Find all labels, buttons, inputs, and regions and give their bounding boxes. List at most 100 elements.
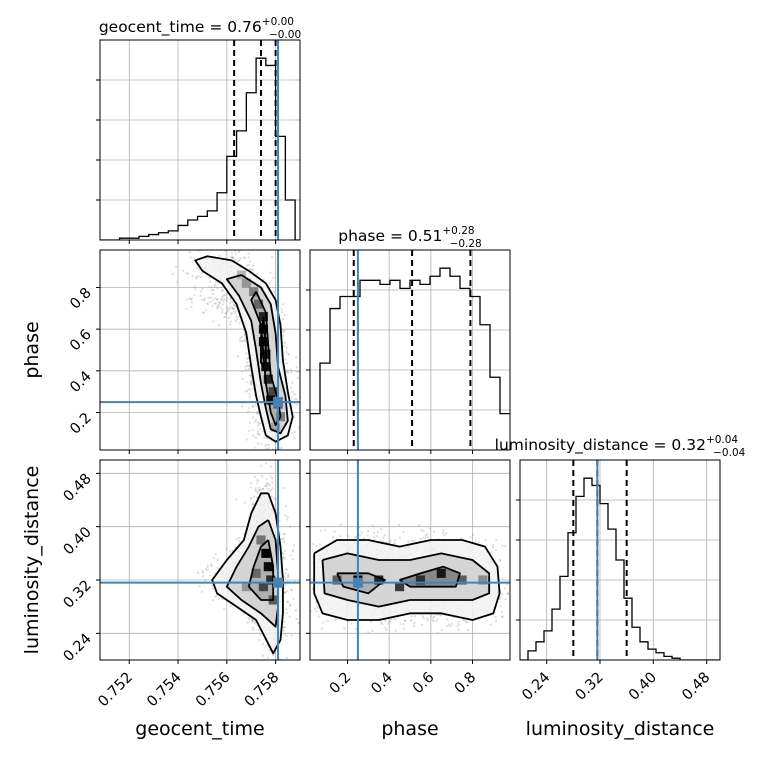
scatter-point [466,628,470,632]
scatter-point [251,268,255,271]
scatter-point [291,549,294,552]
truth-marker [273,577,284,588]
scatter-point [380,621,383,625]
scatter-point [204,568,208,571]
scatter-point [211,304,214,307]
scatter-point [248,421,251,424]
scatter-point [211,299,214,302]
scatter-point [231,256,235,259]
scatter-point [322,621,325,624]
scatter-point [339,535,342,538]
scatter-point [300,569,302,571]
scatter-point [385,628,388,632]
scatter-point [230,251,234,255]
scatter-point [264,484,267,488]
title-geocent-time: geocent_time = 0.76+0.00 −0.00 [99,16,301,41]
scatter-point [402,530,405,534]
scatter-point [251,429,254,432]
scatter-point [285,518,289,521]
scatter-point [283,632,286,636]
scatter-point [261,475,264,478]
scatter-point [458,623,461,626]
scatter-point [305,411,307,413]
scatter-point [289,368,292,371]
scatter-point [253,446,256,449]
scatter-point [261,487,265,490]
scatter-point [271,481,274,484]
scatter-point [293,415,296,419]
scatter-point [274,497,278,500]
scatter-point [269,451,271,453]
scatter-point [354,536,357,539]
scatter-point [359,534,362,537]
scatter-point [293,436,296,440]
scatter-point [282,626,285,629]
scatter-point [223,316,226,319]
scatter-point [402,627,406,630]
scatter-point [462,618,466,621]
panel-luminosity-distance-vs-luminosity-distance: 0.24 0.32 0.40 0.48 [516,459,721,704]
scatter-point [387,622,390,625]
scatter-point [195,277,198,280]
contour-line-3 [260,316,267,372]
scatter-point [296,596,298,598]
scatter-point [254,622,257,625]
scatter-point [226,306,229,309]
scatter-point [266,452,268,454]
scatter-point [403,619,407,622]
scatter-point [383,534,386,537]
title-phase: phase = 0.51+0.28 −0.28 [338,225,482,250]
scatter-point [248,393,251,396]
scatter-point [284,514,287,517]
scatter-point [410,619,413,622]
scatter-point [221,598,224,601]
scatter-point [286,352,289,355]
scatter-point [246,389,249,392]
scatter-point [228,550,232,553]
density-cell [457,575,467,585]
density-cell [241,582,251,592]
scatter-point [212,320,215,323]
scatter-point [515,617,517,619]
scatter-point [216,286,219,289]
scatter-point [291,381,294,385]
scatter-point [227,307,230,310]
scatter-point [440,628,444,631]
scatter-point [244,368,247,371]
scatter-point [204,578,207,582]
scatter-point [210,296,213,299]
scatter-point [501,544,504,547]
scatter-point [241,370,244,373]
scatter-point [289,386,292,389]
scatter-point [203,247,205,249]
scatter-point [256,482,259,485]
scatter-point [250,383,253,386]
scatter-point [419,538,422,541]
scatter-point [224,312,228,315]
scatter-point [201,311,204,314]
scatter-point [256,491,259,494]
scatter-point [266,481,269,485]
scatter-point [457,628,460,632]
scatter-point [263,664,265,666]
scatter-point [241,377,244,381]
scatter-point [389,539,392,542]
scatter-point [257,479,260,482]
scatter-point [289,603,292,606]
density-cell [253,299,264,309]
density-cell [478,575,488,585]
scatter-point [435,620,438,623]
scatter-point [235,318,239,321]
scatter-point [286,611,289,615]
xlabel-geocent-time: geocent_time [135,718,264,740]
scatter-point [284,591,287,594]
scatter-point [193,293,196,297]
scatter-point [247,387,250,390]
scatter-point [321,627,324,630]
scatter-point [233,311,236,314]
scatter-point [171,272,174,275]
scatter-point [379,539,382,542]
scatter-point [186,272,190,275]
scatter-point [188,297,191,300]
scatter-point [268,484,271,487]
